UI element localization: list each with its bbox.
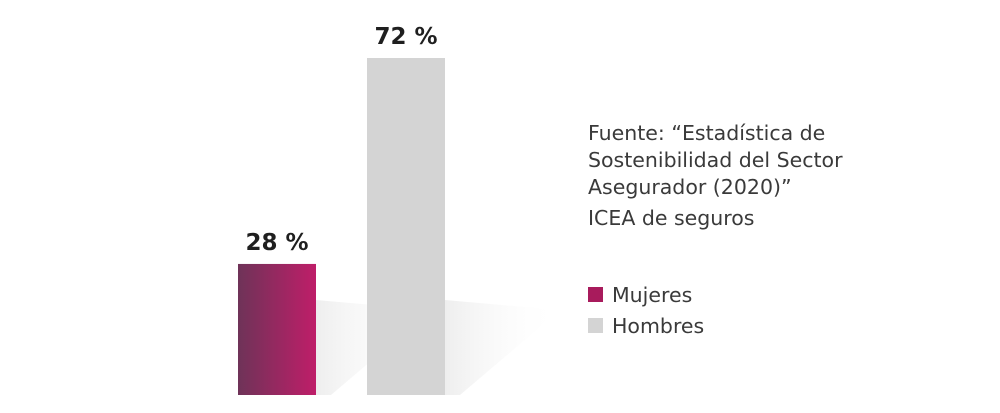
- legend-item-hombres: Hombres: [588, 310, 704, 341]
- source-line-2: Sostenibilidad del Sector: [588, 148, 843, 172]
- value-label-mujeres: 28 %: [245, 230, 308, 256]
- legend-label-hombres: Hombres: [612, 313, 705, 338]
- bar-mujeres: [238, 263, 316, 395]
- bar-shadow-hombres: [445, 300, 560, 395]
- legend-item-mujeres: Mujeres: [588, 279, 704, 310]
- value-labels-group: 28 % 72 %: [245, 24, 437, 256]
- legend-swatch-mujeres: [588, 287, 603, 302]
- source-note: Fuente: “Estadística de Sostenibilidad d…: [588, 120, 888, 232]
- legend-swatch-hombres: [588, 318, 603, 333]
- source-organization: ICEA de seguros: [588, 206, 755, 230]
- value-label-hombres: 72 %: [374, 24, 437, 50]
- source-line-3: Asegurador (2020)”: [588, 175, 792, 199]
- legend: Mujeres Hombres: [588, 279, 704, 341]
- bar-hombres: [367, 58, 445, 395]
- legend-label-mujeres: Mujeres: [612, 282, 693, 307]
- source-line-1: Fuente: “Estadística de: [588, 121, 826, 145]
- bars-group: [238, 58, 445, 395]
